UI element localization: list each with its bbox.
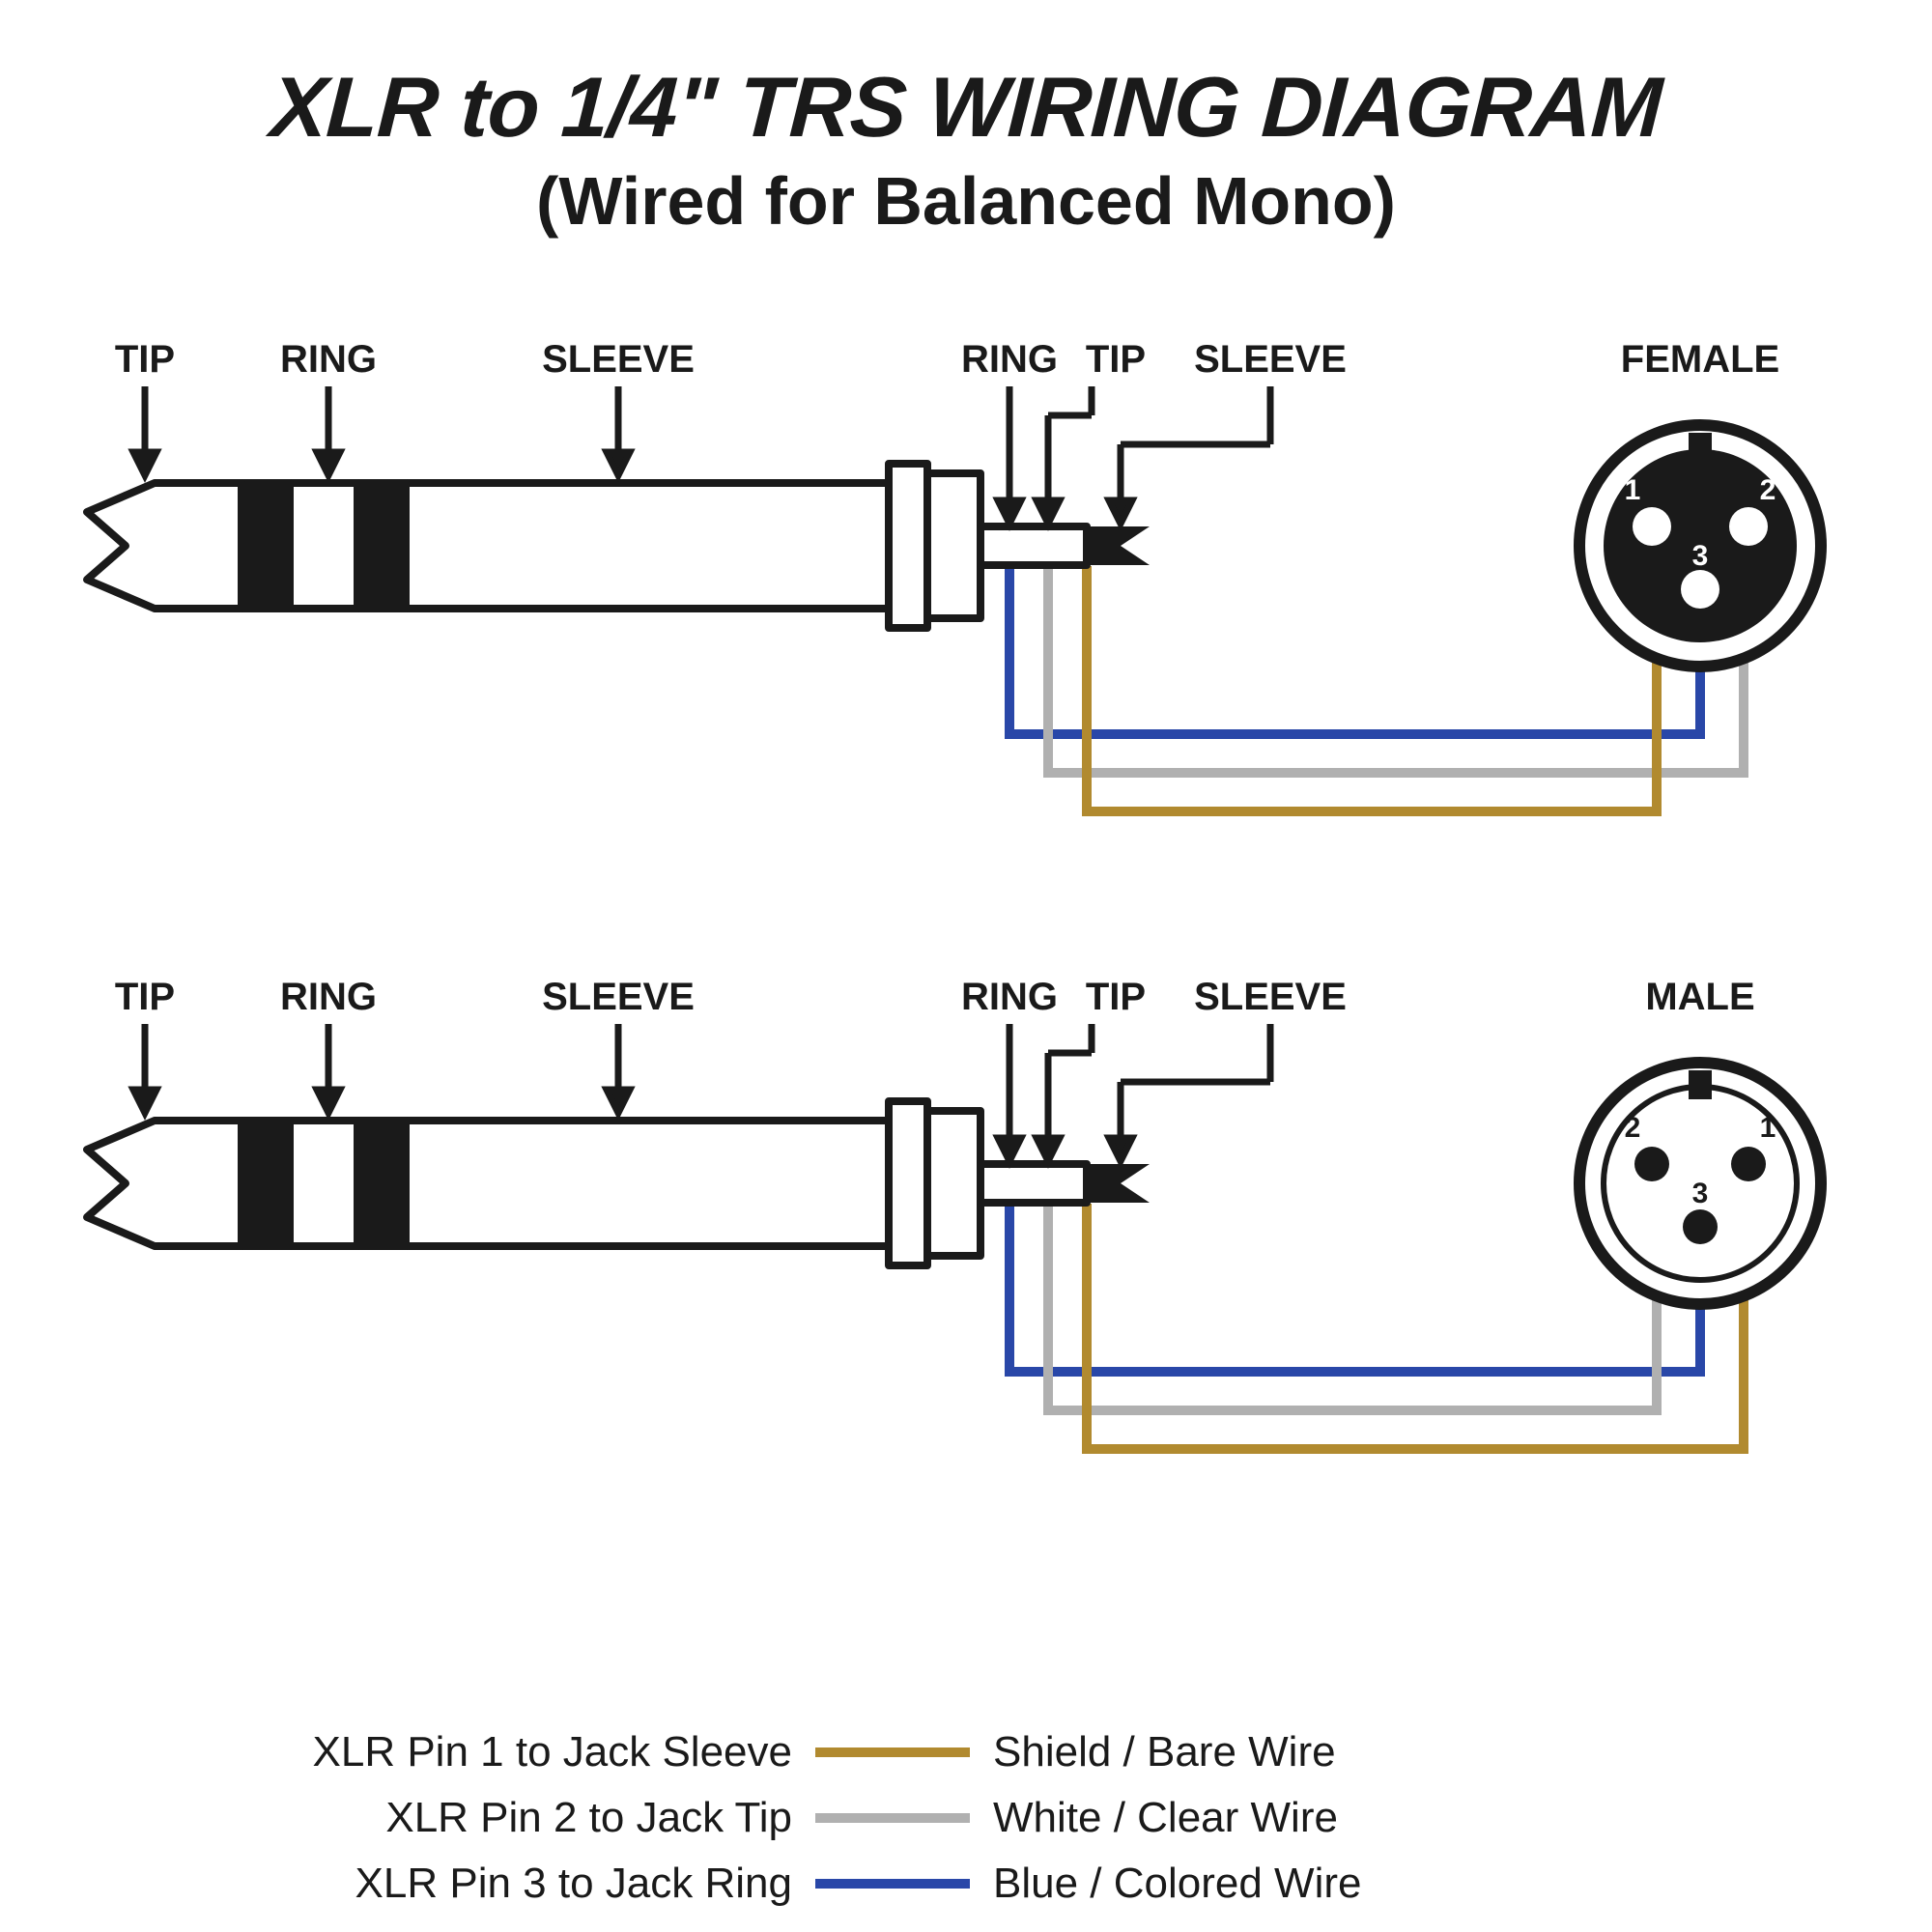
trs-stub-labels: RING TIP SLEEVE	[961, 338, 1347, 524]
legend-row-clear: XLR Pin 2 to Jack Tip White / Clear Wire	[290, 1785, 1361, 1851]
label-ring: RING	[280, 338, 377, 381]
label-sleeve: SLEEVE	[542, 338, 695, 381]
label-ring-m: RING	[280, 976, 377, 1018]
legend-right-1: Shield / Bare Wire	[993, 1719, 1336, 1785]
xlr-female: FEMALE 1 2 3	[1579, 338, 1821, 667]
pin3-num-m: 3	[1692, 1178, 1709, 1209]
legend-left-3: XLR Pin 3 to Jack Ring	[290, 1851, 792, 1917]
pin1-num: 1	[1625, 474, 1641, 506]
label-tip-m: TIP	[115, 976, 175, 1018]
diagram-female: TIP RING SLEEVE RING TIP SLEEVE	[0, 319, 1932, 918]
legend-right-2: White / Clear Wire	[993, 1785, 1338, 1851]
pin1-num-m: 1	[1760, 1112, 1776, 1144]
label-sleeve-m: SLEEVE	[542, 976, 695, 1018]
label-female: FEMALE	[1621, 338, 1779, 381]
legend: XLR Pin 1 to Jack Sleeve Shield / Bare W…	[290, 1719, 1361, 1918]
label-tip: TIP	[115, 338, 175, 381]
page-title: XLR to 1/4" TRS WIRING DIAGRAM	[0, 58, 1932, 156]
legend-left-2: XLR Pin 2 to Jack Tip	[290, 1785, 792, 1851]
label-stub-tip-m: TIP	[1086, 976, 1146, 1018]
xlr-male: MALE 2 1 3	[1579, 976, 1821, 1304]
title-block: XLR to 1/4" TRS WIRING DIAGRAM (Wired fo…	[0, 58, 1932, 240]
legend-swatch-colored	[815, 1879, 970, 1889]
pin2-num-m: 2	[1625, 1112, 1641, 1144]
trs-body-labels-m: TIP RING SLEEVE	[115, 976, 695, 1113]
pin2-num: 2	[1760, 474, 1776, 506]
label-stub-sleeve: SLEEVE	[1194, 338, 1347, 381]
legend-row-colored: XLR Pin 3 to Jack Ring Blue / Colored Wi…	[290, 1851, 1361, 1917]
legend-swatch-shield	[815, 1747, 970, 1757]
label-stub-ring: RING	[961, 338, 1058, 381]
label-male: MALE	[1645, 976, 1754, 1018]
label-stub-sleeve-m: SLEEVE	[1194, 976, 1347, 1018]
page-subtitle: (Wired for Balanced Mono)	[0, 162, 1932, 240]
legend-row-shield: XLR Pin 1 to Jack Sleeve Shield / Bare W…	[290, 1719, 1361, 1785]
trs-jack	[87, 464, 1150, 628]
trs-jack-m	[87, 1101, 1150, 1265]
legend-right-3: Blue / Colored Wire	[993, 1851, 1361, 1917]
label-stub-ring-m: RING	[961, 976, 1058, 1018]
pin3-num: 3	[1692, 540, 1709, 572]
trs-stub-labels-m: RING TIP SLEEVE	[961, 976, 1347, 1161]
diagram-male: TIP RING SLEEVE RING TIP SLEEVE MALE	[0, 956, 1932, 1555]
label-stub-tip: TIP	[1086, 338, 1146, 381]
legend-left-1: XLR Pin 1 to Jack Sleeve	[290, 1719, 792, 1785]
trs-body-labels: TIP RING SLEEVE	[115, 338, 695, 475]
legend-swatch-clear	[815, 1813, 970, 1823]
